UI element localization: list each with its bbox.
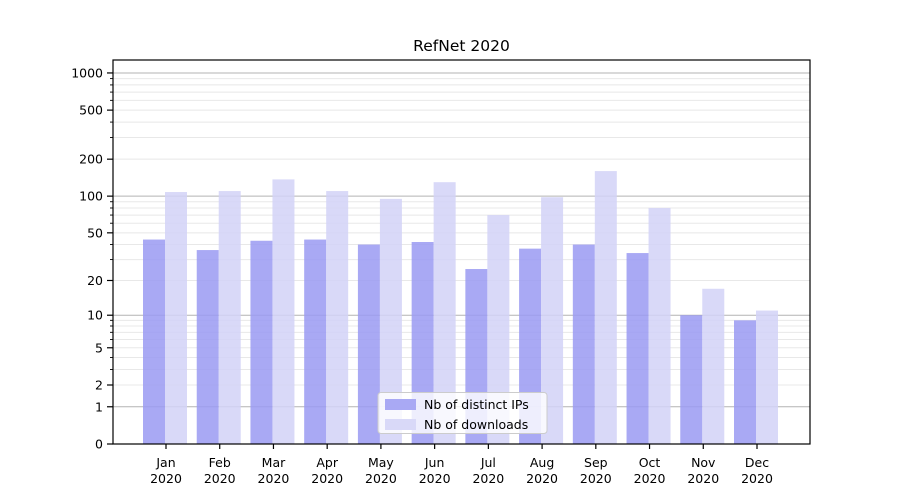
x-tick-label-year: 2020	[204, 471, 236, 486]
y-tick-label: 10	[87, 308, 103, 323]
bar-nb-of-downloads-dec	[756, 310, 778, 444]
bar-nb-of-downloads-oct	[648, 207, 671, 444]
bar-nb-of-downloads-mar	[272, 179, 295, 445]
x-tick-label-month: May	[368, 455, 394, 470]
legend-swatch-nb-of-distinct-ips	[385, 399, 416, 410]
bar-nb-of-distinct-ips-may	[357, 244, 380, 444]
y-tick-label: 0	[95, 437, 103, 452]
legend-box	[377, 392, 548, 434]
bar-nb-of-distinct-ips-dec	[734, 320, 756, 444]
x-tick-label-year: 2020	[526, 471, 558, 486]
y-tick-label: 200	[79, 152, 103, 167]
bar-nb-of-distinct-ips-oct	[626, 253, 649, 444]
bar-nb-of-downloads-apr	[326, 191, 349, 444]
bar-nb-of-downloads-may	[379, 198, 402, 444]
x-tick-label-month: Sep	[584, 455, 608, 470]
chart-title: RefNet 2020	[413, 37, 510, 55]
x-tick-label-month: Nov	[691, 455, 716, 470]
bar-nb-of-downloads-jan	[165, 192, 187, 444]
x-tick-label-month: Mar	[262, 455, 286, 470]
x-tick-label-year: 2020	[258, 471, 290, 486]
y-tick-label: 5	[95, 340, 103, 355]
x-tick-label-year: 2020	[472, 471, 504, 486]
y-tick-label: 1000	[71, 65, 103, 80]
bar-nb-of-distinct-ips-mar	[250, 240, 273, 444]
x-tick-label-year: 2020	[580, 471, 612, 486]
x-tick-label-year: 2020	[419, 471, 451, 486]
y-tick-label: 50	[87, 225, 103, 240]
x-tick-label-year: 2020	[687, 471, 719, 486]
bar-nb-of-downloads-sep	[594, 171, 617, 444]
x-tick-label-year: 2020	[365, 471, 397, 486]
x-tick-label-year: 2020	[150, 471, 182, 486]
bar-nb-of-downloads-aug	[541, 197, 564, 444]
bar-nb-of-downloads-jul	[487, 215, 510, 444]
bar-nb-of-distinct-ips-jan	[143, 239, 165, 444]
x-tick-label-year: 2020	[634, 471, 666, 486]
legend: Nb of distinct IPs Nb of downloads	[377, 392, 548, 434]
legend-swatch-nb-of-downloads	[385, 419, 416, 430]
y-tick-label: 2	[95, 377, 103, 392]
legend-label: Nb of distinct IPs	[424, 397, 529, 412]
x-tick-label-month: Jan	[155, 455, 175, 470]
x-tick-label-year: 2020	[741, 471, 773, 486]
bar-nb-of-distinct-ips-apr	[304, 239, 327, 444]
x-tick-label-month: Jul	[480, 455, 496, 470]
bar-nb-of-downloads-feb	[218, 191, 241, 444]
legend-label: Nb of downloads	[424, 417, 528, 432]
bar-nb-of-distinct-ips-feb	[196, 250, 219, 444]
x-axis: Jan2020Feb2020Mar2020Apr2020May2020Jun20…	[150, 444, 773, 486]
y-tick-label: 500	[79, 103, 103, 118]
x-tick-label-month: Feb	[209, 455, 231, 470]
x-tick-label-month: Oct	[639, 455, 661, 470]
y-tick-label: 20	[87, 273, 103, 288]
bar-nb-of-distinct-ips-nov	[680, 315, 703, 444]
x-tick-label-month: Jun	[424, 455, 445, 470]
y-axis: 0 1 2 5 10 20 50 100 200 500 1000	[71, 65, 113, 452]
y-tick-label: 1	[95, 399, 103, 414]
bar-nb-of-distinct-ips-sep	[572, 244, 595, 444]
series-nb-of-downloads	[165, 171, 778, 445]
bar-nb-of-downloads-nov	[702, 288, 725, 444]
x-tick-label-month: Dec	[745, 455, 769, 470]
axes-spines	[112, 59, 811, 445]
bar-nb-of-downloads-jun	[433, 182, 456, 444]
y-tick-label: 100	[79, 189, 103, 204]
x-tick-label-year: 2020	[311, 471, 343, 486]
x-tick-label-month: Apr	[316, 455, 338, 470]
x-tick-label-month: Aug	[530, 455, 554, 470]
